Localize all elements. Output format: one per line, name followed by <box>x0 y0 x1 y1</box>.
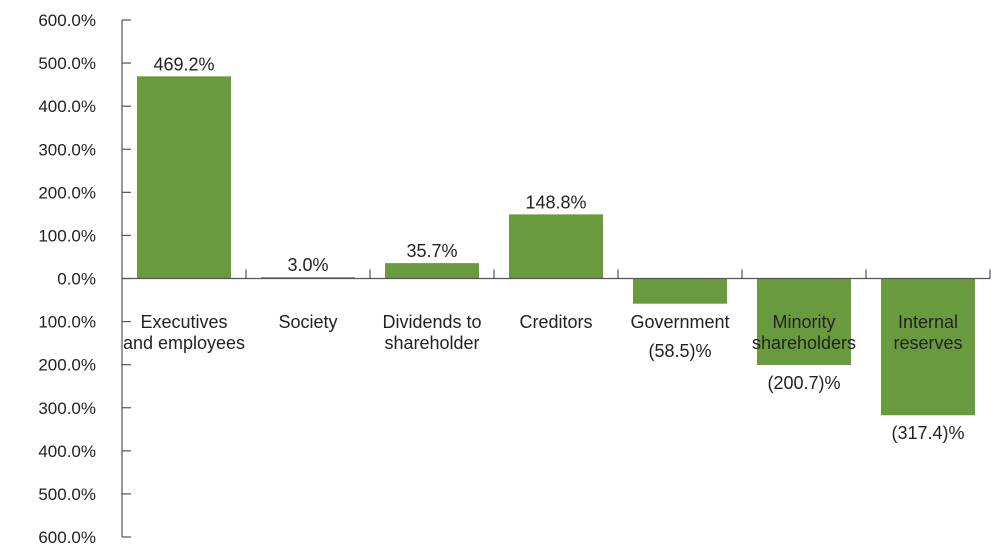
data-label: 35.7% <box>406 241 457 261</box>
category-label: Internal <box>898 312 958 332</box>
category-label: Dividends to <box>382 312 481 332</box>
category-label: and employees <box>123 333 245 353</box>
bars <box>137 76 975 416</box>
category-label: Government <box>630 312 729 332</box>
y-tick-label: 0.0% <box>57 270 96 289</box>
y-tick-label: 100.0% <box>38 226 96 245</box>
data-label: 148.8% <box>525 192 586 212</box>
category-label: Executives <box>140 312 227 332</box>
data-labels: 469.2% 3.0% 35.7% 148.8% (58.5)% (200.7)% (317… <box>153 54 964 443</box>
y-tick-label: 300.0% <box>38 140 96 159</box>
y-tick-label: 200.0% <box>38 356 96 375</box>
y-tick-label: 500.0% <box>38 485 96 504</box>
bar <box>261 277 355 279</box>
x-axis <box>122 269 991 280</box>
bar <box>137 76 231 279</box>
y-tick-label: 300.0% <box>38 399 96 418</box>
data-label: 469.2% <box>153 54 214 74</box>
bar <box>881 278 975 416</box>
category-label: shareholder <box>384 333 479 353</box>
category-label: Creditors <box>519 312 592 332</box>
category-label: reserves <box>893 333 962 353</box>
data-label: (58.5)% <box>648 341 711 361</box>
y-axis: 600.0% 500.0% 400.0% 300.0% 200.0% 100.0% 0.0%… <box>38 11 131 547</box>
bar <box>633 278 727 304</box>
y-tick-label: 500.0% <box>38 54 96 73</box>
y-tick-label: 600.0% <box>38 11 96 30</box>
category-label: Society <box>278 312 337 332</box>
data-label: (200.7)% <box>767 373 840 393</box>
y-tick-label: 200.0% <box>38 183 96 202</box>
data-label: 3.0% <box>287 255 328 275</box>
data-label: (317.4)% <box>891 423 964 443</box>
category-label: Minority <box>772 312 835 332</box>
y-tick-label: 100.0% <box>38 313 96 332</box>
bar <box>385 263 479 279</box>
y-tick-label: 600.0% <box>38 528 96 547</box>
bar <box>757 278 851 365</box>
y-tick-label: 400.0% <box>38 97 96 116</box>
bar <box>509 214 603 279</box>
y-tick-label: 400.0% <box>38 442 96 461</box>
category-label: shareholders <box>752 333 856 353</box>
